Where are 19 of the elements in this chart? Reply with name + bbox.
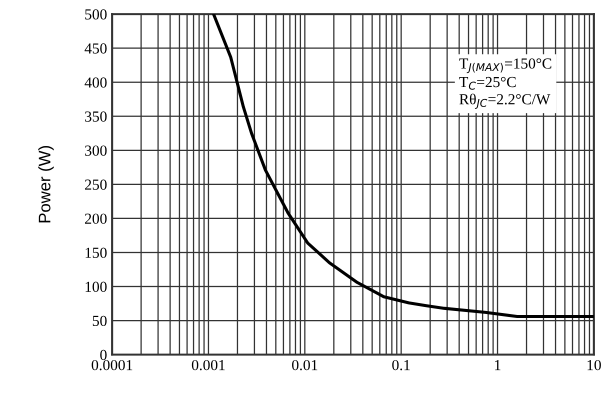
x-tick-label: 0.0001 bbox=[92, 360, 132, 370]
y-tick-label: 200 bbox=[85, 214, 107, 224]
y-tick-label: 500 bbox=[85, 9, 107, 20]
y-tick-label: 150 bbox=[86, 248, 107, 258]
x-tick-label: 1 bbox=[495, 360, 500, 370]
x-tick-label: 10 bbox=[588, 360, 601, 370]
y-tick-label: 450 bbox=[84, 43, 107, 54]
x-tick-label: 0.001 bbox=[192, 360, 225, 370]
y-tick-label: 100 bbox=[86, 282, 107, 292]
y-axis-title: Power (W) bbox=[38, 146, 54, 222]
y-tick-label: 0 bbox=[100, 350, 107, 360]
y-tick-label: 350 bbox=[85, 111, 107, 122]
x-tick-label: 0.01 bbox=[292, 360, 318, 370]
x-tick-label: 0.1 bbox=[392, 360, 410, 370]
y-tick-label: 50 bbox=[92, 316, 107, 326]
y-tick-label: 300 bbox=[85, 145, 107, 156]
y-tick-label: 400 bbox=[84, 77, 107, 88]
text: T$_{J(MAX)}$=150°C T$_{C}$=25°C Rθ$_{JC}$=2.2°C/W bbox=[459, 58, 552, 109]
y-tick-label: 250 bbox=[85, 180, 107, 190]
